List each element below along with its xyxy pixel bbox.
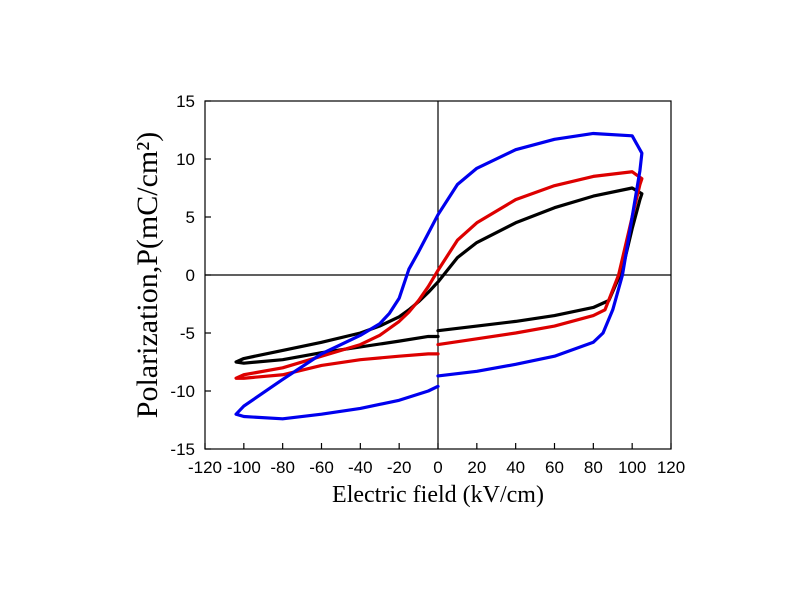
series-line-3 <box>234 131 644 421</box>
y-tick-label: 0 <box>186 266 195 285</box>
x-tick-label: -120 <box>188 458 222 477</box>
y-tick-label: -5 <box>180 324 195 343</box>
x-tick-label: -100 <box>227 458 261 477</box>
y-tick-label: -10 <box>170 382 195 401</box>
series-group <box>234 131 644 421</box>
tick-labels: -120 -100 -80 -60 -40 -20 0 20 40 60 80 100 120-15-1… <box>170 92 685 477</box>
x-tick-label: 80 <box>584 458 603 477</box>
x-axis-title: Electric field (kV/cm) <box>332 482 544 508</box>
x-tick-label: -80 <box>270 458 295 477</box>
x-tick-label: 120 <box>657 458 685 477</box>
y-tick-label: -15 <box>170 440 195 459</box>
x-tick-label: 40 <box>506 458 525 477</box>
series-line-2 <box>234 170 644 380</box>
x-tick-label: -40 <box>348 458 373 477</box>
axis-ticks <box>204 100 672 450</box>
x-tick-label: -60 <box>309 458 334 477</box>
x-tick-label: 100 <box>618 458 646 477</box>
y-axis-title: Polarization,P(mC/cm²) <box>131 132 164 418</box>
y-tick-label: 15 <box>176 92 195 111</box>
x-tick-label: 0 <box>433 458 442 477</box>
y-tick-label: 5 <box>186 208 195 227</box>
y-tick-label: 10 <box>176 150 195 169</box>
x-tick-label: 20 <box>467 458 486 477</box>
x-tick-label: -20 <box>387 458 412 477</box>
x-tick-label: 60 <box>545 458 564 477</box>
